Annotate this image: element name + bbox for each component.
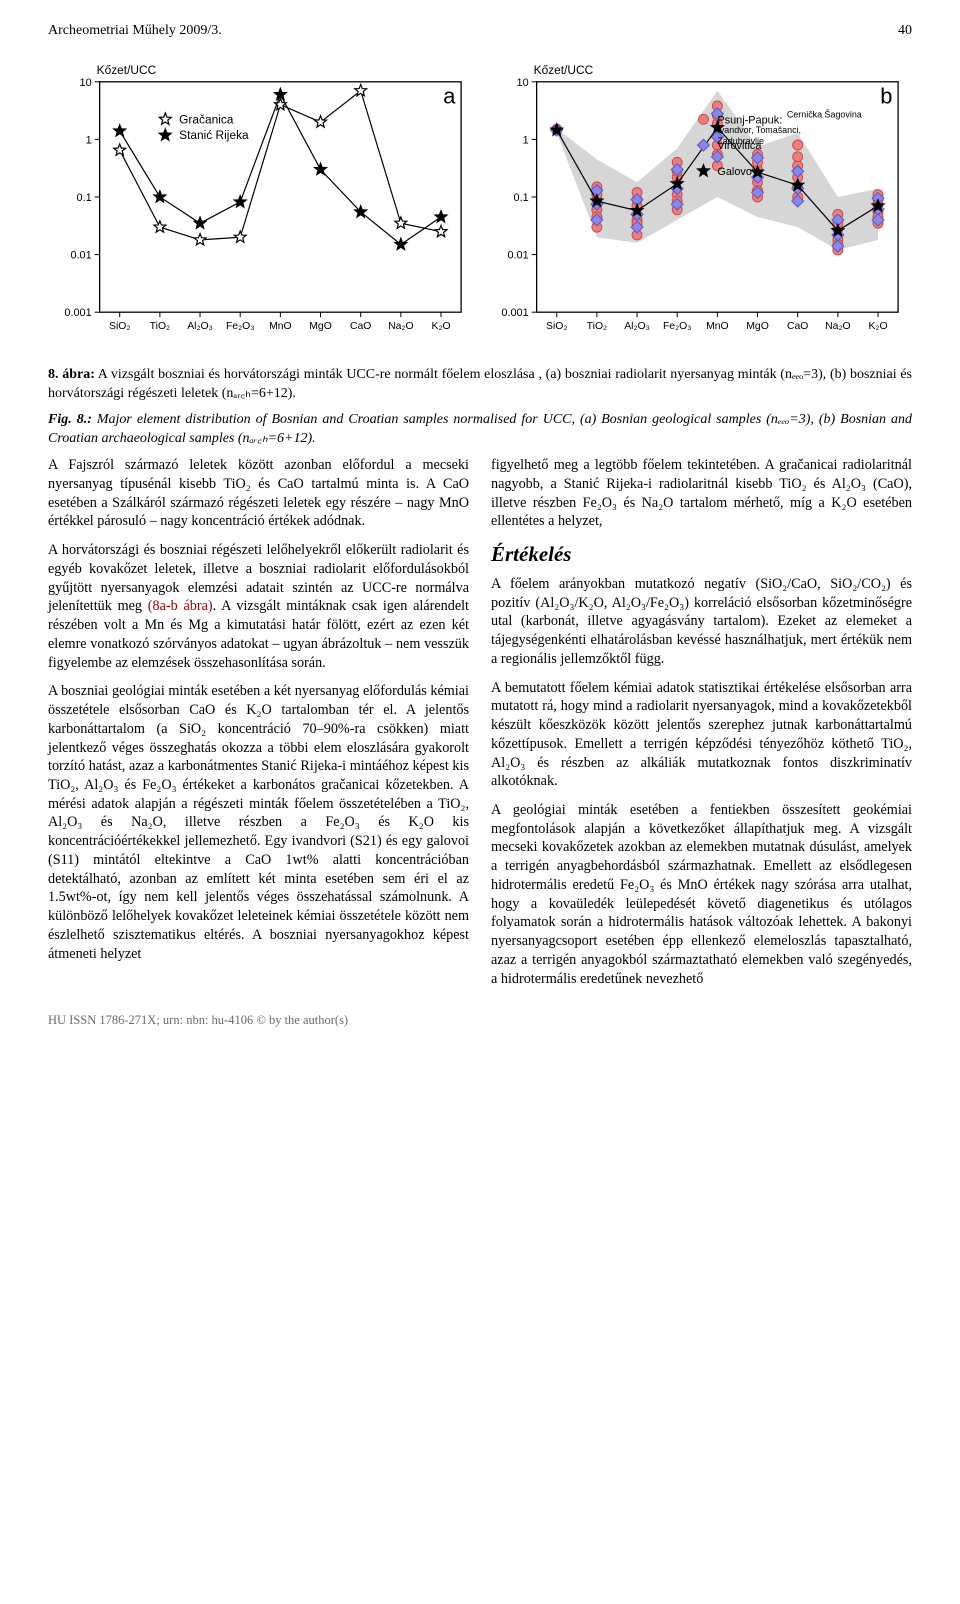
footer: HU ISSN 1786-271X; urn: nbn: hu-4106 © b… bbox=[48, 1012, 912, 1029]
figure-row: 0.001 0.01 0.1 1 10 Kőzet/UCC SiO₂ TiO₂ Al₂O₃ Fe₂… bbox=[48, 54, 912, 352]
svg-text:0.01: 0.01 bbox=[507, 250, 528, 262]
svg-text:Stanić Rijeka: Stanić Rijeka bbox=[179, 129, 249, 143]
svg-text:MnO: MnO bbox=[269, 322, 292, 333]
body-p: A Fajszról származó leletek között azonb… bbox=[48, 456, 469, 531]
svg-text:0.1: 0.1 bbox=[514, 192, 529, 204]
figure-reference: (8a-b ábra) bbox=[148, 598, 213, 614]
svg-text:Al₂O₃: Al₂O₃ bbox=[624, 322, 650, 333]
svg-text:MgO: MgO bbox=[309, 322, 332, 333]
svg-text:Fe₂O₃: Fe₂O₃ bbox=[226, 322, 255, 333]
caption-hu: 8. ábra: A vizsgált boszniai és horvátor… bbox=[48, 366, 912, 403]
svg-text:Ivandvor, Tomašanci,: Ivandvor, Tomašanci, bbox=[717, 126, 801, 136]
svg-text:Gračanica: Gračanica bbox=[179, 113, 234, 127]
svg-text:TiO₂: TiO₂ bbox=[150, 322, 170, 333]
svg-text:Kőzet/UCC: Kőzet/UCC bbox=[534, 63, 594, 77]
svg-text:a: a bbox=[443, 84, 456, 109]
body-columns: A Fajszról származó leletek között azonb… bbox=[48, 456, 912, 988]
svg-text:0.001: 0.001 bbox=[64, 308, 91, 320]
svg-text:Na₂O: Na₂O bbox=[825, 322, 850, 333]
svg-text:1: 1 bbox=[523, 135, 529, 147]
svg-text:K₂O: K₂O bbox=[868, 322, 887, 333]
svg-text:1: 1 bbox=[86, 135, 92, 147]
body-p: A horvátországi és boszniai régészeti le… bbox=[48, 541, 469, 672]
svg-text:0.001: 0.001 bbox=[501, 308, 528, 320]
chart-panel-b: 0.001 0.01 0.1 1 10 Kőzet/UCC SiO₂ TiO₂ Al₂O₃ Fe₂… bbox=[485, 54, 912, 352]
svg-text:K₂O: K₂O bbox=[431, 322, 450, 333]
svg-text:0.1: 0.1 bbox=[77, 192, 92, 204]
svg-text:CaO: CaO bbox=[350, 322, 371, 333]
svg-text:MnO: MnO bbox=[706, 322, 729, 333]
chart-panel-a: 0.001 0.01 0.1 1 10 Kőzet/UCC SiO₂ TiO₂ Al₂O₃ Fe₂… bbox=[48, 54, 475, 352]
body-p: A boszniai geológiai minták esetében a k… bbox=[48, 682, 469, 963]
svg-text:0.01: 0.01 bbox=[70, 250, 91, 262]
caption-en: Fig. 8.: Major element distribution of B… bbox=[48, 411, 912, 448]
svg-text:10: 10 bbox=[517, 77, 529, 89]
svg-text:Na₂O: Na₂O bbox=[388, 322, 413, 333]
svg-text:Cernička Šagovina: Cernička Šagovina bbox=[787, 110, 862, 120]
svg-text:10: 10 bbox=[80, 77, 92, 89]
journal-header: Archeometriai Műhely 2009/3. bbox=[48, 22, 222, 40]
svg-text:Kőzet/UCC: Kőzet/UCC bbox=[97, 63, 157, 77]
svg-text:MgO: MgO bbox=[746, 322, 769, 333]
svg-text:b: b bbox=[880, 84, 892, 109]
page-number: 40 bbox=[898, 22, 912, 40]
svg-text:Galovo: Galovo bbox=[717, 166, 752, 178]
body-p: A bemutatott főelem kémiai adatok statis… bbox=[491, 679, 912, 791]
svg-text:Al₂O₃: Al₂O₃ bbox=[187, 322, 213, 333]
section-heading: Értékelés bbox=[491, 541, 912, 569]
svg-text:Fe₂O₃: Fe₂O₃ bbox=[663, 322, 692, 333]
body-p: A geológiai minták esetében a fentiekben… bbox=[491, 801, 912, 988]
svg-text:Virovitica: Virovitica bbox=[717, 141, 762, 153]
svg-text:TiO₂: TiO₂ bbox=[587, 322, 607, 333]
body-p: figyelhető meg a legtöbb főelem tekintet… bbox=[491, 456, 912, 531]
svg-text:SiO₂: SiO₂ bbox=[109, 322, 130, 333]
svg-text:CaO: CaO bbox=[787, 322, 808, 333]
body-p: A főelem arányokban mutatkozó negatív (S… bbox=[491, 575, 912, 669]
svg-text:SiO₂: SiO₂ bbox=[546, 322, 567, 333]
